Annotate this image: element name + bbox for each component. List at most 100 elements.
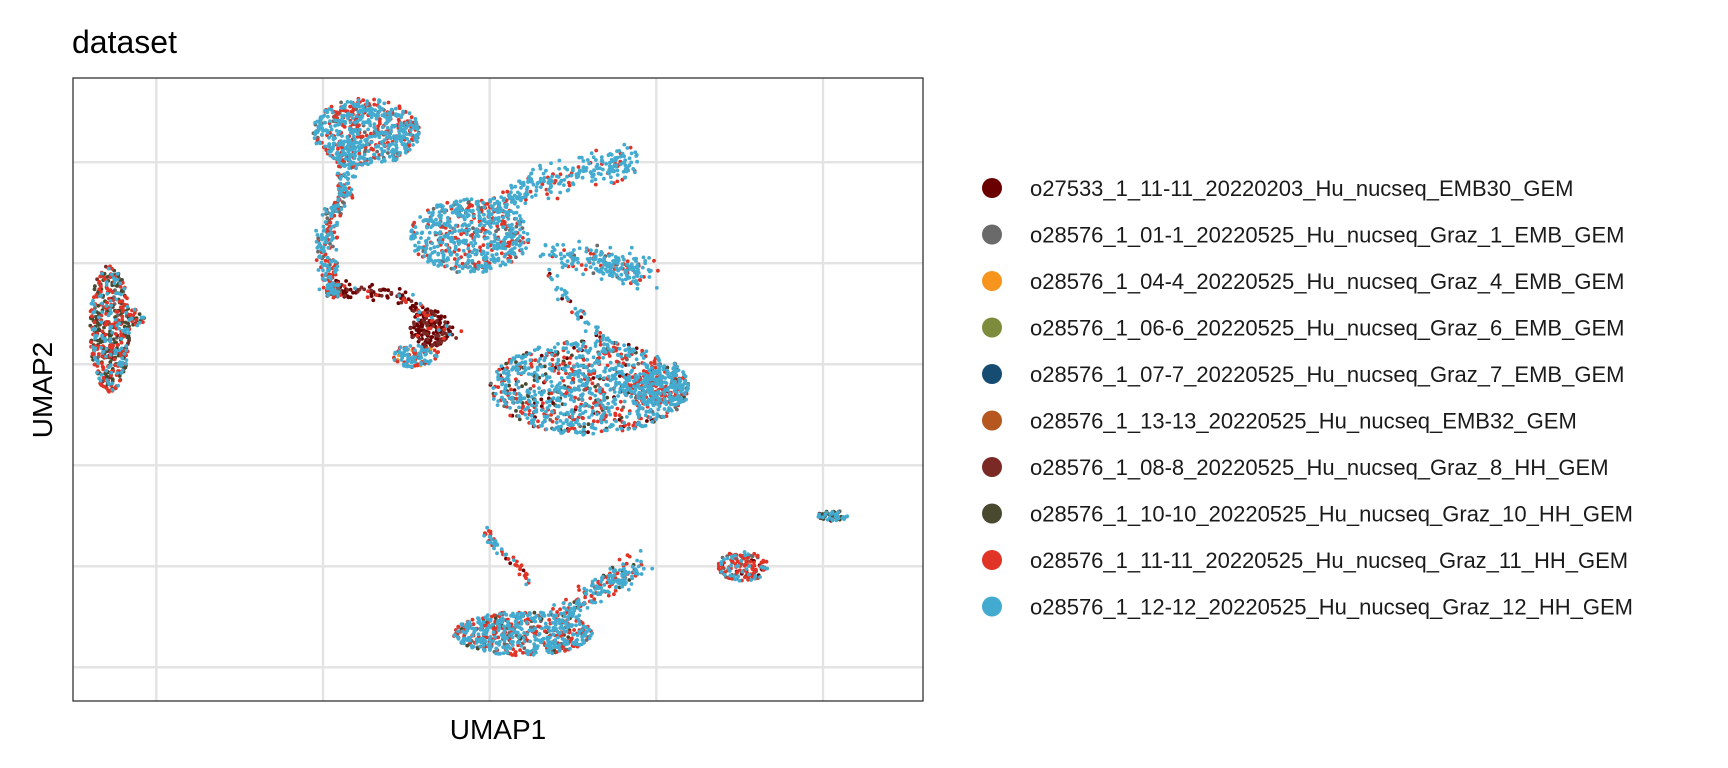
point-o28576_1_12-12_20220525_Hu_nucseq_Graz_12_HH_GEM [338,177,343,181]
point-o28576_1_12-12_20220525_Hu_nucseq_Graz_12_HH_GEM [634,569,639,574]
point-o28576_1_10-10_20220525_Hu_nucseq_Graz_10_HH_GEM [526,394,531,399]
point-o28576_1_08-8_20220525_Hu_nucseq_Graz_8_HH_GEM [443,320,447,325]
point-o28576_1_11-11_20220525_Hu_nucseq_Graz_11_HH_GEM [593,182,598,187]
point-o28576_1_12-12_20220525_Hu_nucseq_Graz_12_HH_GEM [504,552,509,557]
point-o28576_1_12-12_20220525_Hu_nucseq_Graz_12_HH_GEM [555,242,560,247]
point-o28576_1_12-12_20220525_Hu_nucseq_Graz_12_HH_GEM [519,619,524,624]
point-o28576_1_12-12_20220525_Hu_nucseq_Graz_12_HH_GEM [465,224,469,228]
point-o28576_1_12-12_20220525_Hu_nucseq_Graz_12_HH_GEM [398,127,403,131]
point-o28576_1_11-11_20220525_Hu_nucseq_Graz_11_HH_GEM [104,322,108,327]
point-o28576_1_12-12_20220525_Hu_nucseq_Graz_12_HH_GEM [519,247,524,252]
point-o28576_1_12-12_20220525_Hu_nucseq_Graz_12_HH_GEM [497,642,501,647]
point-o28576_1_11-11_20220525_Hu_nucseq_Graz_11_HH_GEM [591,419,596,424]
point-o28576_1_12-12_20220525_Hu_nucseq_Graz_12_HH_GEM [428,350,433,355]
point-o28576_1_12-12_20220525_Hu_nucseq_Graz_12_HH_GEM [481,643,486,648]
point-o28576_1_08-8_20220525_Hu_nucseq_Graz_8_HH_GEM [126,341,130,345]
point-o28576_1_12-12_20220525_Hu_nucseq_Graz_12_HH_GEM [108,298,113,303]
point-o28576_1_12-12_20220525_Hu_nucseq_Graz_12_HH_GEM [430,241,434,246]
point-o28576_1_12-12_20220525_Hu_nucseq_Graz_12_HH_GEM [591,355,596,360]
point-o28576_1_11-11_20220525_Hu_nucseq_Graz_11_HH_GEM [588,396,593,401]
point-o28576_1_12-12_20220525_Hu_nucseq_Graz_12_HH_GEM [555,274,560,278]
point-o28576_1_12-12_20220525_Hu_nucseq_Graz_12_HH_GEM [523,412,528,417]
point-o28576_1_12-12_20220525_Hu_nucseq_Graz_12_HH_GEM [622,420,626,425]
point-o28576_1_12-12_20220525_Hu_nucseq_Graz_12_HH_GEM [387,119,391,123]
point-o28576_1_12-12_20220525_Hu_nucseq_Graz_12_HH_GEM [357,115,362,120]
point-o28576_1_12-12_20220525_Hu_nucseq_Graz_12_HH_GEM [533,393,538,397]
point-o28576_1_12-12_20220525_Hu_nucseq_Graz_12_HH_GEM [502,624,506,629]
point-o28576_1_12-12_20220525_Hu_nucseq_Graz_12_HH_GEM [325,286,330,291]
point-o28576_1_12-12_20220525_Hu_nucseq_Graz_12_HH_GEM [608,573,612,578]
point-o28576_1_11-11_20220525_Hu_nucseq_Graz_11_HH_GEM [505,189,510,194]
point-o28576_1_12-12_20220525_Hu_nucseq_Graz_12_HH_GEM [668,391,672,396]
point-o28576_1_12-12_20220525_Hu_nucseq_Graz_12_HH_GEM [501,635,506,640]
point-o28576_1_12-12_20220525_Hu_nucseq_Graz_12_HH_GEM [521,230,526,235]
point-o28576_1_12-12_20220525_Hu_nucseq_Graz_12_HH_GEM [550,174,554,179]
point-o28576_1_08-8_20220525_Hu_nucseq_Graz_8_HH_GEM [409,299,414,303]
point-o28576_1_12-12_20220525_Hu_nucseq_Graz_12_HH_GEM [614,266,619,270]
point-o28576_1_12-12_20220525_Hu_nucseq_Graz_12_HH_GEM [415,127,420,131]
point-o28576_1_12-12_20220525_Hu_nucseq_Graz_12_HH_GEM [343,151,347,156]
point-o28576_1_12-12_20220525_Hu_nucseq_Graz_12_HH_GEM [654,286,659,290]
point-o28576_1_12-12_20220525_Hu_nucseq_Graz_12_HH_GEM [515,368,520,372]
point-o28576_1_12-12_20220525_Hu_nucseq_Graz_12_HH_GEM [574,267,579,272]
point-o28576_1_12-12_20220525_Hu_nucseq_Graz_12_HH_GEM [577,378,582,383]
point-o28576_1_12-12_20220525_Hu_nucseq_Graz_12_HH_GEM [633,280,638,285]
point-o28576_1_12-12_20220525_Hu_nucseq_Graz_12_HH_GEM [425,225,429,230]
point-o28576_1_12-12_20220525_Hu_nucseq_Graz_12_HH_GEM [682,392,687,396]
point-o27533_1_11-11_20220203_Hu_nucseq_EMB30_GEM [403,290,408,295]
point-o28576_1_12-12_20220525_Hu_nucseq_Graz_12_HH_GEM [343,157,348,161]
point-o28576_1_12-12_20220525_Hu_nucseq_Graz_12_HH_GEM [413,134,418,138]
point-o28576_1_12-12_20220525_Hu_nucseq_Graz_12_HH_GEM [557,649,562,653]
point-o28576_1_12-12_20220525_Hu_nucseq_Graz_12_HH_GEM [488,625,493,630]
point-o28576_1_12-12_20220525_Hu_nucseq_Graz_12_HH_GEM [486,219,491,224]
point-o28576_1_12-12_20220525_Hu_nucseq_Graz_12_HH_GEM [339,207,344,212]
point-o28576_1_12-12_20220525_Hu_nucseq_Graz_12_HH_GEM [313,120,318,125]
point-o28576_1_11-11_20220525_Hu_nucseq_Graz_11_HH_GEM [581,358,586,362]
point-o28576_1_12-12_20220525_Hu_nucseq_Graz_12_HH_GEM [584,263,588,268]
point-o28576_1_12-12_20220525_Hu_nucseq_Graz_12_HH_GEM [366,127,370,132]
point-o28576_1_11-11_20220525_Hu_nucseq_Graz_11_HH_GEM [588,251,593,256]
point-o28576_1_11-11_20220525_Hu_nucseq_Graz_11_HH_GEM [491,626,496,631]
point-o27533_1_11-11_20220203_Hu_nucseq_EMB30_GEM [431,331,436,335]
point-o28576_1_11-11_20220525_Hu_nucseq_Graz_11_HH_GEM [117,378,122,383]
point-o28576_1_01-1_20220525_Hu_nucseq_Graz_1_EMB_GEM [595,243,600,248]
point-o28576_1_12-12_20220525_Hu_nucseq_Graz_12_HH_GEM [726,566,731,571]
point-o28576_1_08-8_20220525_Hu_nucseq_Graz_8_HH_GEM [425,332,430,336]
point-o28576_1_12-12_20220525_Hu_nucseq_Graz_12_HH_GEM [433,230,438,235]
point-o28576_1_11-11_20220525_Hu_nucseq_Graz_11_HH_GEM [97,352,101,356]
point-o28576_1_12-12_20220525_Hu_nucseq_Graz_12_HH_GEM [115,272,120,276]
point-o28576_1_12-12_20220525_Hu_nucseq_Graz_12_HH_GEM [327,144,331,149]
point-o28576_1_12-12_20220525_Hu_nucseq_Graz_12_HH_GEM [640,406,644,411]
point-o28576_1_12-12_20220525_Hu_nucseq_Graz_12_HH_GEM [569,372,574,377]
point-o28576_1_12-12_20220525_Hu_nucseq_Graz_12_HH_GEM [446,235,451,240]
point-o28576_1_12-12_20220525_Hu_nucseq_Graz_12_HH_GEM [629,245,634,250]
point-o28576_1_12-12_20220525_Hu_nucseq_Graz_12_HH_GEM [348,130,353,135]
point-o28576_1_12-12_20220525_Hu_nucseq_Graz_12_HH_GEM [595,374,600,379]
point-o28576_1_10-10_20220525_Hu_nucseq_Graz_10_HH_GEM [93,284,97,289]
point-o28576_1_12-12_20220525_Hu_nucseq_Graz_12_HH_GEM [562,629,567,634]
point-o28576_1_12-12_20220525_Hu_nucseq_Graz_12_HH_GEM [494,646,499,651]
point-o28576_1_10-10_20220525_Hu_nucseq_Graz_10_HH_GEM [593,384,598,389]
point-o28576_1_12-12_20220525_Hu_nucseq_Graz_12_HH_GEM [397,293,401,298]
point-o28576_1_12-12_20220525_Hu_nucseq_Graz_12_HH_GEM [386,147,391,151]
point-o28576_1_12-12_20220525_Hu_nucseq_Graz_12_HH_GEM [405,358,410,363]
point-o28576_1_12-12_20220525_Hu_nucseq_Graz_12_HH_GEM [609,180,614,185]
point-o27533_1_11-11_20220203_Hu_nucseq_EMB30_GEM [645,419,649,423]
point-o28576_1_11-11_20220525_Hu_nucseq_Graz_11_HH_GEM [589,593,594,598]
point-o28576_1_12-12_20220525_Hu_nucseq_Graz_12_HH_GEM [622,399,627,404]
point-o27533_1_11-11_20220203_Hu_nucseq_EMB30_GEM [386,288,391,293]
point-o28576_1_12-12_20220525_Hu_nucseq_Graz_12_HH_GEM [650,420,655,424]
point-o28576_1_12-12_20220525_Hu_nucseq_Graz_12_HH_GEM [621,562,625,566]
point-o28576_1_12-12_20220525_Hu_nucseq_Graz_12_HH_GEM [401,109,405,114]
point-o28576_1_12-12_20220525_Hu_nucseq_Graz_12_HH_GEM [655,412,660,417]
point-o28576_1_12-12_20220525_Hu_nucseq_Graz_12_HH_GEM [600,576,604,580]
point-o28576_1_12-12_20220525_Hu_nucseq_Graz_12_HH_GEM [351,142,356,147]
point-o28576_1_12-12_20220525_Hu_nucseq_Graz_12_HH_GEM [105,291,110,296]
point-o28576_1_12-12_20220525_Hu_nucseq_Graz_12_HH_GEM [124,358,129,362]
point-o28576_1_12-12_20220525_Hu_nucseq_Graz_12_HH_GEM [607,368,612,373]
point-o28576_1_12-12_20220525_Hu_nucseq_Graz_12_HH_GEM [580,344,585,349]
point-o28576_1_12-12_20220525_Hu_nucseq_Graz_12_HH_GEM [442,234,447,239]
point-o28576_1_01-1_20220525_Hu_nucseq_Graz_1_EMB_GEM [596,383,600,387]
point-o28576_1_12-12_20220525_Hu_nucseq_Graz_12_HH_GEM [447,332,452,337]
point-o28576_1_12-12_20220525_Hu_nucseq_Graz_12_HH_GEM [516,371,521,376]
